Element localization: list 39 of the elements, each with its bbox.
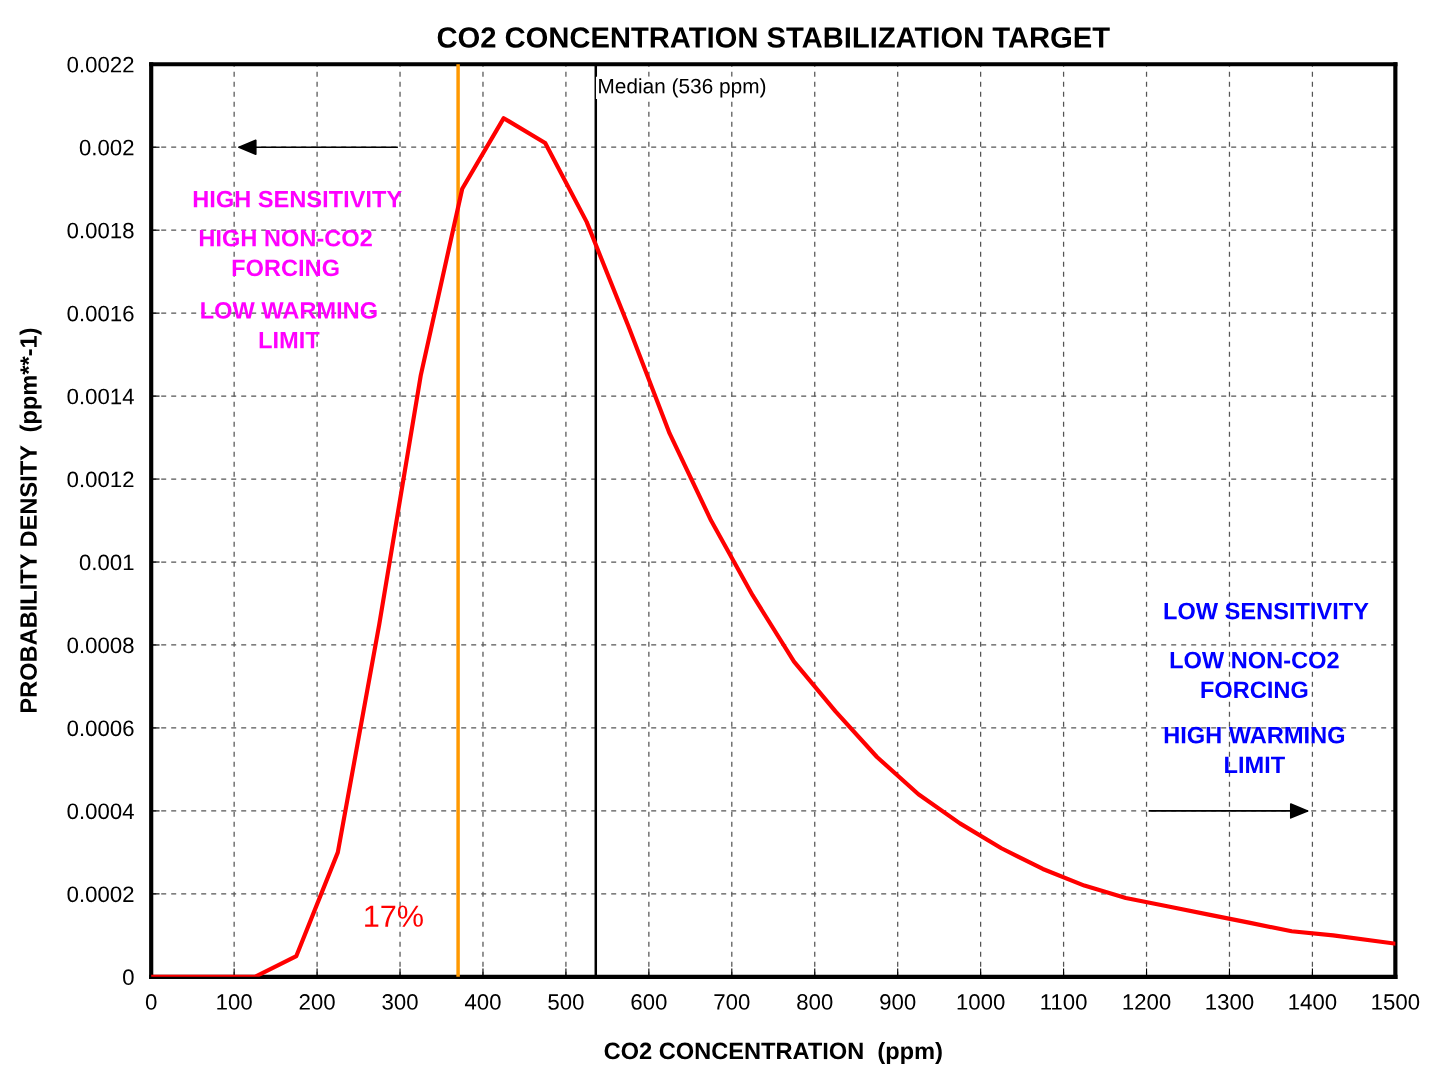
x-tick-label: 200 [299,994,335,1010]
annotation: HIGH WARMING LIMIT [1164,726,1345,773]
x-tick-label: 1500 [1372,994,1420,1010]
y-tick-label: 0.0002 [67,886,134,903]
y-tick-label: 0.0018 [67,222,134,239]
chart-title: CO2 CONCENTRATION STABILIZATION TARGET [437,27,1110,48]
x-tick-label: 600 [631,994,667,1010]
y-axis-title: PROBABILITY DENSITY (ppm**-1) [19,328,42,713]
x-tick-label: 1000 [957,994,1005,1010]
x-tick-label: 1100 [1041,994,1087,1010]
y-tick-label: 0.001 [79,554,134,571]
ref-line-label: Median (536 ppm) [599,78,766,98]
x-tick-label: 1400 [1289,994,1337,1010]
y-tick-label: 0.0006 [67,720,134,737]
y-tick-label: 0.0012 [67,471,134,488]
annotation: LOW WARMING LIMIT [201,302,377,349]
x-tick-label: 700 [714,994,750,1010]
x-axis-title: CO2 CONCENTRATION (ppm) [604,1041,942,1064]
x-tick-label: 1300 [1206,994,1254,1010]
x-tick-label: 100 [217,994,252,1010]
annotation: 17% [365,905,423,927]
y-tick-label: 0.0016 [67,305,134,322]
x-tick-label: 1200 [1123,994,1171,1010]
x-tick-label: 800 [797,994,833,1010]
x-tick-label: 400 [464,994,501,1010]
y-tick-label: 0.0014 [67,388,134,405]
annotation: LOW SENSITIVITY [1164,602,1369,620]
x-tick-label: 500 [548,994,584,1010]
annotation: LOW NON-CO2 FORCING [1170,651,1339,699]
x-tick-label: 300 [382,994,418,1010]
annotation: HIGH SENSITIVITY [193,190,402,208]
y-tick-label: 0 [123,969,134,986]
x-tick-label: 0 [145,994,157,1010]
y-tick-label: 0.0022 [67,56,134,73]
y-tick-label: 0.0008 [67,637,134,654]
x-tick-label: 900 [880,994,916,1010]
y-tick-label: 0.0004 [67,803,134,820]
y-tick-label: 0.002 [79,139,134,156]
annotation: HIGH NON-CO2 FORCING [199,229,372,277]
